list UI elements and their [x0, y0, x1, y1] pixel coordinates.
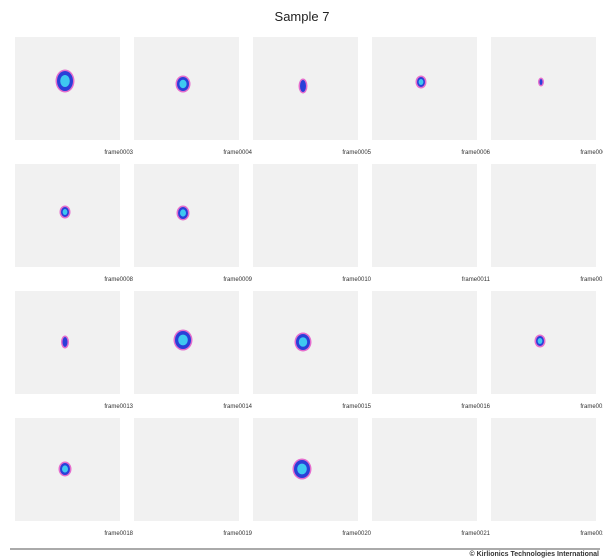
frame-label: frame0006	[461, 150, 490, 156]
frame-label: frame0022	[580, 531, 603, 537]
frame-label: frame0014	[223, 404, 252, 410]
beam-core	[537, 338, 543, 344]
frame-label: frame0016	[461, 404, 490, 410]
beam-core	[178, 334, 188, 346]
frame-label: frame0012	[580, 277, 603, 283]
footer-credit: © Kirlionics Technologies International	[470, 550, 600, 558]
frame-label: frame0015	[342, 404, 371, 410]
frame-image	[491, 37, 596, 140]
frame-label: frame0018	[104, 531, 133, 537]
beam-ring	[62, 337, 68, 347]
frame-label: frame0008	[104, 277, 133, 283]
beam-core	[297, 463, 307, 475]
frame-image	[491, 418, 596, 521]
beam-ring	[539, 79, 543, 85]
frame-label: frame0005	[342, 150, 371, 156]
beam-core	[179, 79, 187, 89]
frame-label: frame0017	[580, 404, 603, 410]
frame-label: frame0013	[104, 404, 133, 410]
frame-image	[491, 164, 596, 267]
frame-label: frame0019	[223, 531, 252, 537]
frame-label: frame0010	[342, 277, 371, 283]
frame-label: frame0007	[580, 150, 603, 156]
frame-label: frame0011	[462, 277, 491, 283]
beam-ring	[300, 80, 306, 92]
frame-label: frame0009	[223, 277, 252, 283]
beam-core	[418, 79, 424, 85]
frame-image	[372, 37, 477, 140]
beam-core	[60, 75, 70, 87]
beam-core	[298, 337, 308, 347]
frame-image	[134, 418, 239, 521]
frame-label: frame0003	[104, 150, 133, 156]
beam-core	[62, 465, 68, 473]
beam-core	[180, 209, 186, 217]
beam-core	[62, 209, 68, 215]
frame-label: frame0004	[223, 150, 252, 156]
frame-label: frame0021	[461, 531, 490, 537]
frame-image	[372, 164, 477, 267]
sheet-title: Sample 7	[275, 9, 330, 24]
frame-label: frame0020	[342, 531, 371, 537]
frame-image	[253, 164, 358, 267]
frame-image	[372, 291, 477, 394]
frame-image	[372, 418, 477, 521]
